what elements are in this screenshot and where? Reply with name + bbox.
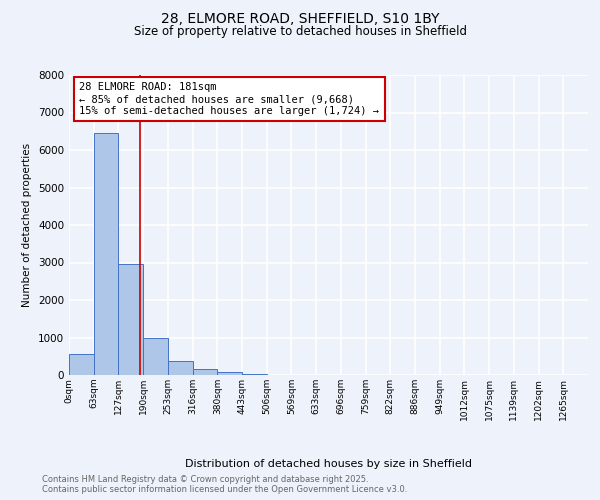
Text: Size of property relative to detached houses in Sheffield: Size of property relative to detached ho… — [133, 24, 467, 38]
Bar — [193, 369, 217, 375]
Bar — [168, 361, 193, 375]
Y-axis label: Number of detached properties: Number of detached properties — [22, 143, 32, 307]
Bar — [118, 264, 143, 375]
X-axis label: Distribution of detached houses by size in Sheffield: Distribution of detached houses by size … — [185, 459, 472, 469]
Text: Contains HM Land Registry data © Crown copyright and database right 2025.: Contains HM Land Registry data © Crown c… — [42, 476, 368, 484]
Text: 28 ELMORE ROAD: 181sqm
← 85% of detached houses are smaller (9,668)
15% of semi-: 28 ELMORE ROAD: 181sqm ← 85% of detached… — [79, 82, 379, 116]
Text: 28, ELMORE ROAD, SHEFFIELD, S10 1BY: 28, ELMORE ROAD, SHEFFIELD, S10 1BY — [161, 12, 439, 26]
Bar — [143, 338, 168, 375]
Bar — [242, 374, 267, 375]
Bar — [94, 133, 118, 375]
Bar — [69, 354, 94, 375]
Bar — [217, 372, 242, 375]
Text: Contains public sector information licensed under the Open Government Licence v3: Contains public sector information licen… — [42, 484, 407, 494]
